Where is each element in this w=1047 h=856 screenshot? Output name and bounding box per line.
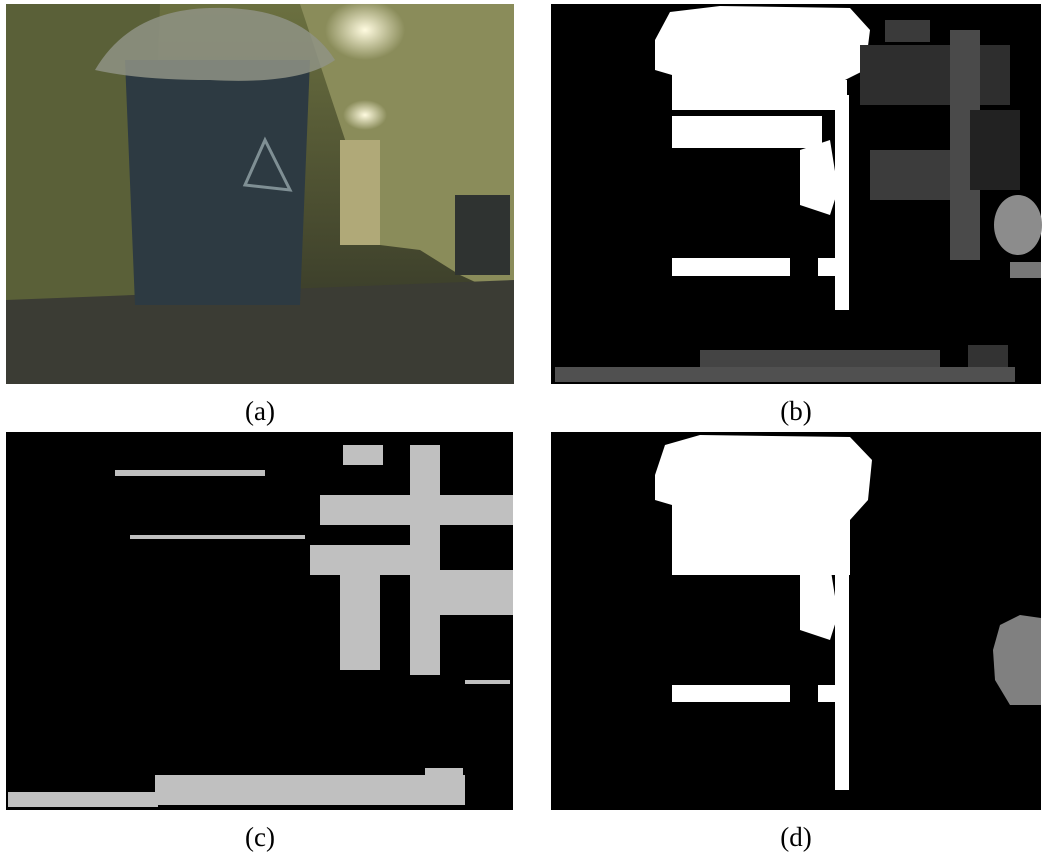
segment: [155, 775, 465, 805]
segment: [655, 6, 870, 80]
segmentation-b: [551, 4, 1042, 384]
segment: [555, 367, 1015, 382]
page: (a) (b) (c) (d) (() => { const data = JS…: [0, 0, 1047, 856]
caption: (b): [780, 396, 811, 426]
segment: [885, 20, 930, 42]
segment: [410, 445, 440, 675]
segment: [1010, 262, 1041, 278]
segment: [310, 545, 410, 575]
segment: [8, 792, 158, 807]
caption: (c): [245, 822, 275, 852]
corridor-end: [340, 140, 380, 245]
segment: [672, 258, 790, 276]
segment: [115, 470, 265, 476]
caption: (d): [780, 822, 811, 852]
segment: [818, 685, 846, 702]
photo-a: [6, 0, 514, 384]
ceiling-light: [325, 0, 405, 60]
segmentation-d: [551, 432, 1041, 810]
segment: [968, 345, 1008, 367]
segment: [425, 768, 463, 788]
caption: (a): [245, 396, 275, 426]
segment: [835, 95, 849, 310]
segment: [343, 445, 383, 465]
segment: [672, 685, 790, 702]
segment: [672, 116, 822, 148]
figure: (a) (b) (c) (d): [0, 0, 1047, 856]
segment: [818, 258, 846, 276]
segment: [340, 575, 380, 670]
segmentation-c: [6, 432, 513, 810]
recycle-bin: [125, 60, 310, 305]
segment: [700, 350, 940, 368]
segment: [130, 535, 305, 539]
segment: [835, 520, 849, 790]
segment: [465, 680, 510, 684]
small-bin: [455, 195, 510, 275]
segment: [672, 505, 850, 575]
segment: [860, 45, 1010, 105]
segment: [672, 80, 847, 110]
segment: [970, 110, 1020, 190]
segment: [440, 570, 513, 615]
segment: [870, 150, 960, 200]
segment: [994, 195, 1042, 255]
ceiling-light: [343, 100, 387, 130]
